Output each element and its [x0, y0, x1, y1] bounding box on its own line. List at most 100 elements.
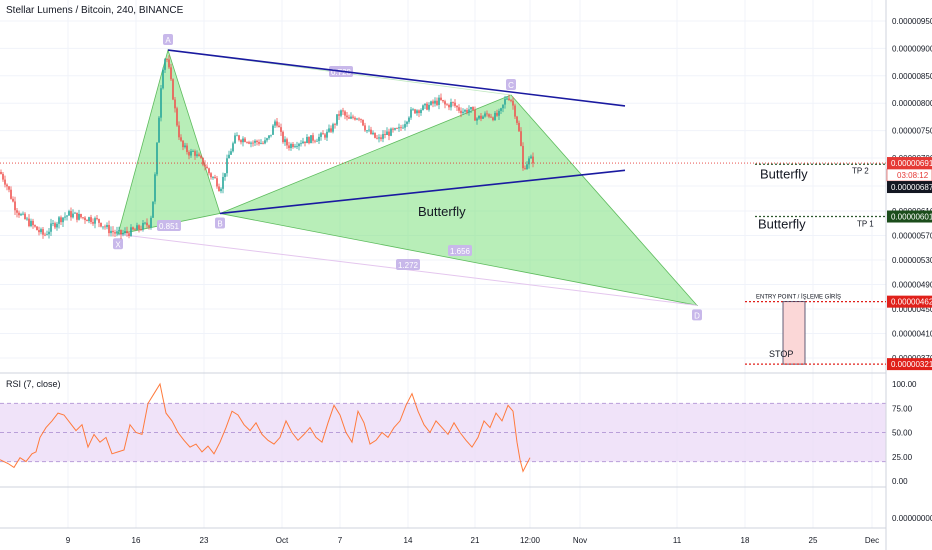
candle-body: [362, 119, 364, 126]
candle-body: [474, 109, 476, 121]
candle-body: [528, 158, 530, 165]
candlestick-series[interactable]: [0, 55, 534, 240]
stop-price-value: 0.00000321: [891, 360, 932, 369]
candle-body: [446, 104, 448, 106]
trendline[interactable]: [167, 49, 626, 107]
rsi-axis[interactable]: 0.00 25.00 50.00 75.00 100.00: [892, 380, 917, 486]
candle-body: [154, 174, 156, 202]
candle-body: [512, 100, 514, 106]
candle-body: [498, 110, 500, 116]
rsi-line[interactable]: [0, 382, 531, 473]
candle-body: [506, 98, 508, 100]
candle-body: [420, 109, 422, 114]
candle-body: [178, 125, 180, 138]
pattern-point-label: C: [508, 81, 514, 90]
tp2-price-value: 0.00000687: [891, 183, 932, 192]
candle-body: [516, 116, 518, 123]
candle-body: [380, 137, 382, 139]
candle-body: [218, 186, 220, 192]
candle-body: [12, 198, 14, 202]
candle-body: [258, 142, 260, 144]
candle-body: [262, 142, 264, 144]
candle-body: [304, 141, 306, 144]
candle-body: [298, 143, 300, 147]
pattern-triangle-bcd[interactable]: [218, 94, 699, 306]
candle-body: [128, 233, 130, 236]
candle-body: [458, 107, 460, 111]
candle-body: [194, 151, 196, 156]
candle-body: [64, 216, 66, 218]
candle-body: [282, 131, 284, 143]
candle-body: [330, 128, 332, 132]
candle-body: [290, 144, 292, 149]
candle-body: [448, 104, 450, 108]
time-axis-tick-label: 14: [404, 536, 413, 545]
candle-body: [394, 128, 396, 130]
candle-body: [410, 109, 412, 118]
time-axis-tick-label: 25: [809, 536, 818, 545]
candle-body: [162, 69, 164, 89]
candle-body: [232, 143, 234, 152]
candle-body: [500, 108, 502, 111]
candle-body: [388, 131, 390, 136]
trendlines[interactable]: [167, 49, 626, 215]
candle-body: [260, 142, 262, 144]
tp1-label: TP 1: [857, 220, 874, 229]
candle-body: [182, 140, 184, 148]
candle-body: [102, 226, 104, 228]
candle-body: [338, 114, 340, 116]
candle-body: [52, 223, 54, 224]
butterfly-pattern[interactable]: X A B C D 0.851 0.728 1.656 1.272: [113, 34, 702, 321]
pattern-point-label: B: [217, 219, 222, 228]
candle-body: [202, 157, 204, 165]
candle-body: [90, 217, 92, 223]
candle-body: [490, 116, 492, 118]
candle-body: [514, 105, 516, 117]
candle-body: [72, 213, 74, 218]
trendline[interactable]: [219, 169, 626, 215]
candle-body: [250, 142, 252, 144]
candle-body: [436, 100, 438, 105]
candle-body: [400, 127, 402, 129]
candle-body: [230, 151, 232, 155]
price-levels[interactable]: TP 2 Butterfly TP 1 Butterfly Butterfly ENTRY…: [0, 162, 886, 365]
pattern-ratio-label: 1.272: [398, 261, 419, 270]
price-axis[interactable]: 0.000003700.000004100.000004500.00000490…: [886, 17, 932, 371]
candle-body: [324, 134, 326, 138]
candle-body: [168, 59, 170, 68]
candle-body: [122, 233, 124, 235]
candle-body: [226, 158, 228, 174]
candle-body: [430, 101, 432, 105]
candle-body: [478, 115, 480, 119]
candle-body: [20, 214, 22, 216]
pattern-point-badge: [506, 78, 516, 90]
candle-body: [302, 141, 304, 144]
candle-body: [34, 225, 36, 227]
candle-body: [130, 227, 132, 236]
candle-body: [142, 222, 144, 230]
candle-body: [158, 117, 160, 143]
candle-body: [10, 189, 12, 199]
candle-body: [186, 145, 188, 153]
rsi-axis-tick-label: 50.00: [892, 429, 913, 438]
candle-body: [316, 140, 318, 142]
price-axis-tick-label: 0.00000800: [892, 99, 932, 108]
candle-body: [272, 125, 274, 135]
candle-body: [288, 145, 290, 149]
pattern-ratio-badge: [396, 259, 420, 270]
candle-body: [470, 107, 472, 110]
candle-body: [432, 101, 434, 104]
candle-body: [206, 166, 208, 169]
candle-body: [26, 218, 28, 220]
pattern-ratio-badge: [448, 245, 472, 256]
rsi-pane[interactable]: [0, 382, 531, 473]
entry-price-badge: [887, 295, 932, 308]
candle-body: [378, 137, 380, 139]
candle-body: [312, 135, 314, 141]
candle-body: [146, 222, 148, 226]
candle-body: [30, 220, 32, 227]
candle-body: [140, 229, 142, 231]
pattern-ratio-label: 0.851: [159, 222, 180, 231]
time-axis[interactable]: 9 16 23 Oct 7 14 21 12:00 Nov 11 18 25 Dec: [66, 536, 879, 545]
